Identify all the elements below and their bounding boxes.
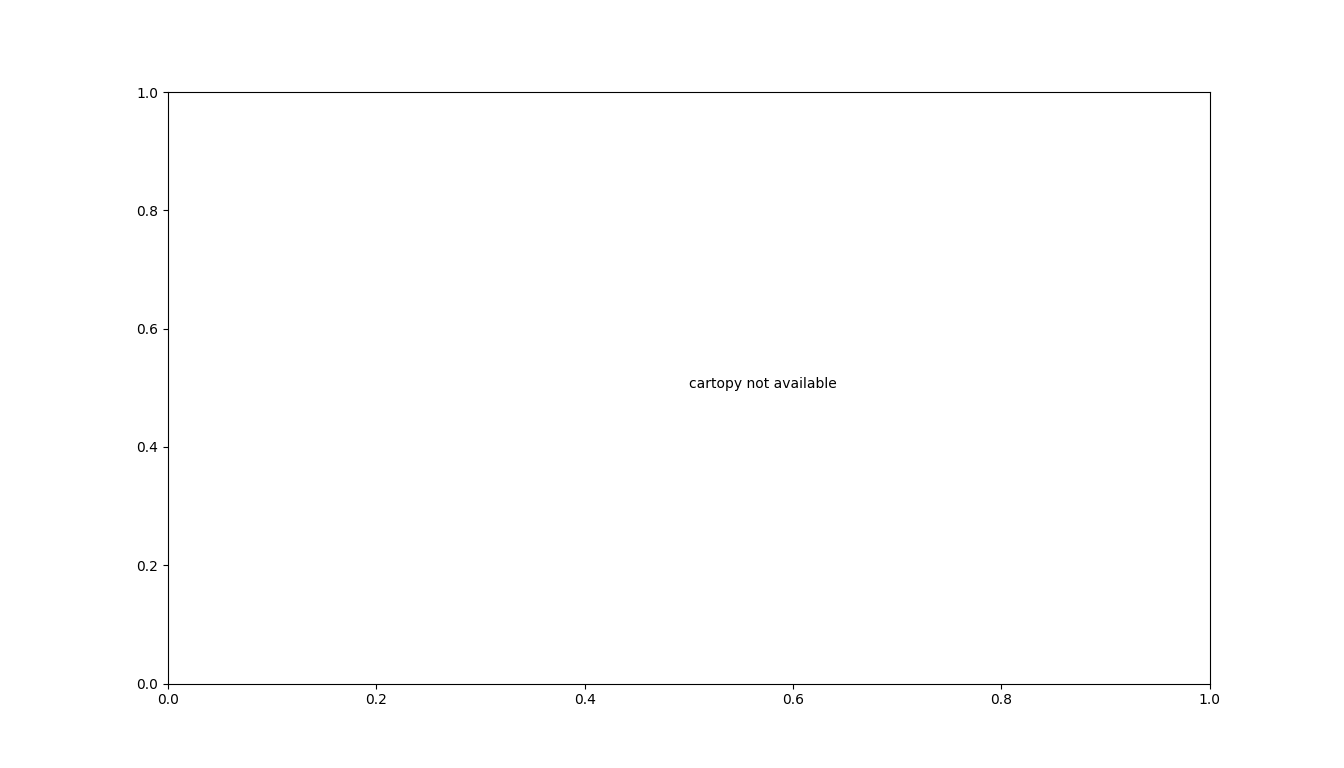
- Text: cartopy not available: cartopy not available: [689, 377, 836, 391]
